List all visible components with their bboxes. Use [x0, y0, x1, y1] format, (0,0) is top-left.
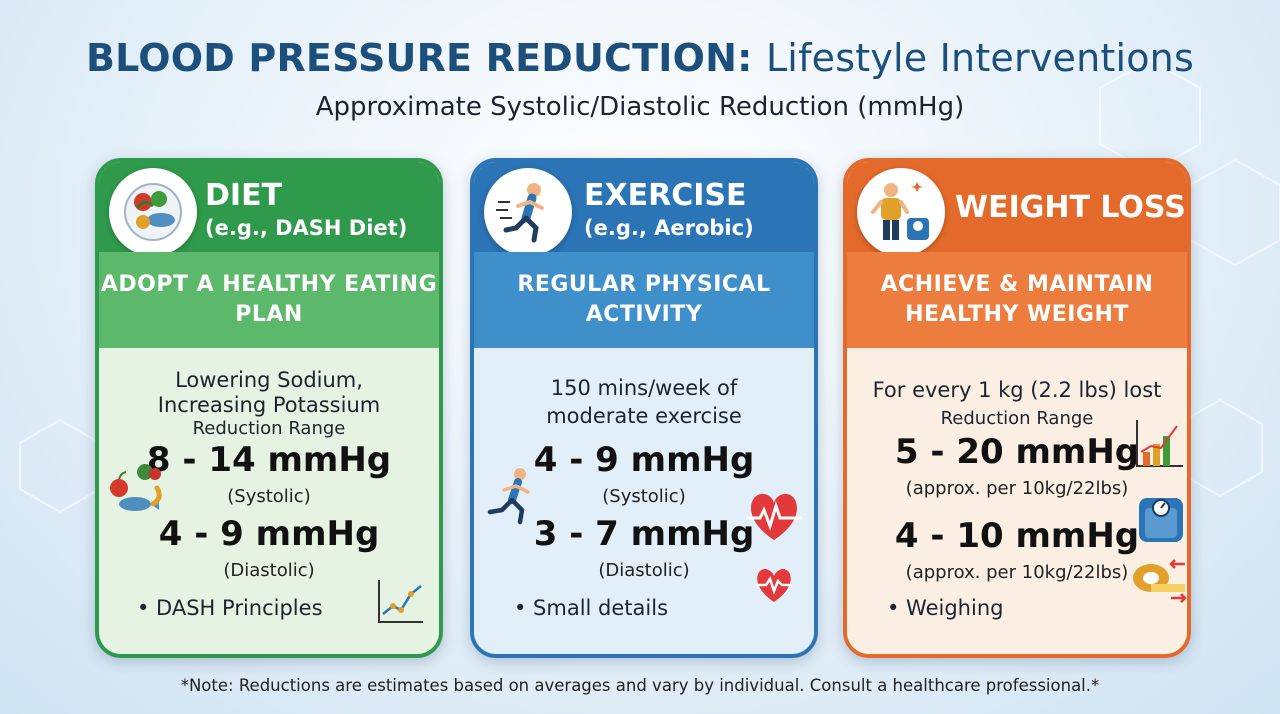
- diet-card-header: DIET (e.g., DASH Diet): [99, 162, 439, 256]
- exercise-card-header: EXERCISE (e.g., Aerobic): [474, 162, 814, 256]
- diet-range-label: Reduction Range: [192, 418, 346, 439]
- food-plate-icon: [109, 168, 197, 256]
- exercise-systolic-note: (Systolic): [602, 486, 686, 507]
- exercise-bullet: • Small details: [514, 596, 669, 620]
- weight-loss-primary-note: (approx. per 10kg/22lbs): [905, 478, 1129, 499]
- runner-icon: [484, 168, 572, 256]
- weight-loss-secondary-note: (approx. per 10kg/22lbs): [905, 562, 1129, 583]
- diet-band: ADOPT A HEALTHY EATING PLAN: [99, 252, 439, 348]
- weight-loss-card: WEIGHT LOSS ACHIEVE & MAINTAIN HEALTHY W…: [843, 158, 1191, 658]
- diet-subtitle: (e.g., DASH Diet): [205, 216, 408, 240]
- small-runner-icon: [487, 468, 530, 525]
- weight-loss-band: ACHIEVE & MAINTAIN HEALTHY WEIGHT: [847, 252, 1187, 348]
- exercise-desc-line2: moderate exercise: [546, 404, 742, 428]
- bar-chart-icon: [1136, 420, 1183, 467]
- diet-systolic-note: (Systolic): [227, 486, 311, 507]
- exercise-diastolic-note: (Diastolic): [598, 560, 690, 581]
- person-scale-icon: [857, 168, 945, 256]
- exercise-body: 150 mins/week of moderate exercise 4 - 9…: [474, 348, 814, 654]
- weight-loss-secondary-value: 4 - 10 mmHg: [894, 516, 1140, 556]
- weight-loss-desc: For every 1 kg (2.2 lbs) lost: [872, 378, 1162, 402]
- diet-bullet: • DASH Principles: [137, 596, 323, 620]
- exercise-band: REGULAR PHYSICAL ACTIVITY: [474, 252, 814, 348]
- weight-loss-title: WEIGHT LOSS: [955, 190, 1186, 225]
- diet-title: DIET: [205, 178, 283, 213]
- page-subtitle: Approximate Systolic/Diastolic Reduction…: [315, 92, 965, 122]
- diet-desc-line1: Lowering Sodium,: [175, 368, 363, 392]
- weight-loss-bullet: • Weighing: [887, 596, 1004, 620]
- exercise-card: EXERCISE (e.g., Aerobic) REGULAR PHYSICA…: [470, 158, 818, 658]
- diet-desc-line2: Increasing Potassium: [157, 393, 381, 417]
- weight-loss-card-header: WEIGHT LOSS: [847, 162, 1187, 256]
- diet-diastolic-value: 4 - 9 mmHg: [158, 514, 380, 554]
- exercise-desc-line1: 150 mins/week of: [550, 376, 738, 400]
- diet-body: Lowering Sodium, Increasing Potassium Re…: [99, 348, 439, 654]
- diet-card: DIET (e.g., DASH Diet) ADOPT A HEALTHY E…: [95, 158, 443, 658]
- scale-icon: [1139, 498, 1183, 542]
- footer-note: *Note: Reductions are estimates based on…: [180, 676, 1100, 695]
- exercise-diastolic-value: 3 - 7 mmHg: [533, 514, 755, 554]
- diet-diastolic-note: (Diastolic): [223, 560, 315, 581]
- weight-loss-range-label: Reduction Range: [940, 408, 1094, 429]
- page-title: BLOOD PRESSURE REDUCTION: Lifestyle Inte…: [86, 36, 1194, 80]
- exercise-subtitle: (e.g., Aerobic): [584, 216, 754, 240]
- exercise-title: EXERCISE: [584, 178, 747, 213]
- heart-pulse-icon: [746, 493, 802, 602]
- fruit-veg-icon: [110, 464, 162, 511]
- weight-loss-primary-value: 5 - 20 mmHg: [894, 432, 1140, 472]
- trend-chart-icon: [378, 580, 423, 623]
- exercise-systolic-value: 4 - 9 mmHg: [533, 440, 755, 480]
- diet-systolic-value: 8 - 14 mmHg: [146, 440, 392, 480]
- weight-loss-body: For every 1 kg (2.2 lbs) lost Reduction …: [847, 348, 1187, 654]
- tape-measure-icon: [1133, 559, 1187, 603]
